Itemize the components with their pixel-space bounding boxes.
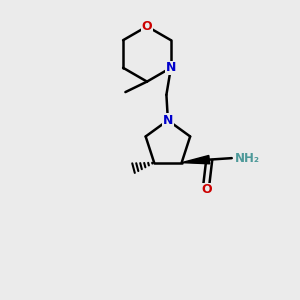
Text: N: N — [166, 61, 176, 74]
Text: O: O — [142, 20, 152, 33]
Text: N: N — [163, 114, 173, 127]
Polygon shape — [182, 155, 210, 164]
Text: O: O — [201, 183, 211, 196]
Text: NH₂: NH₂ — [235, 152, 260, 165]
